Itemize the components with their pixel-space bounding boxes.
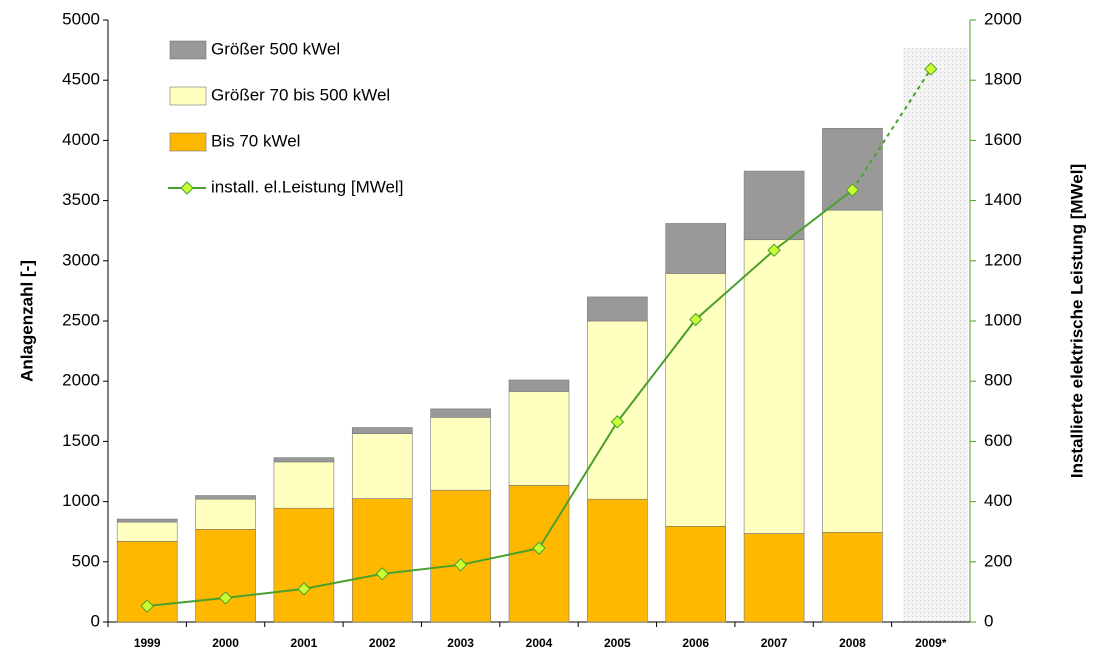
legend-swatch [169, 86, 207, 106]
bar-segment [587, 498, 648, 623]
bar-segment [430, 408, 491, 418]
y-tick-label: 3000 [62, 250, 100, 269]
bar-segment [587, 320, 648, 500]
line-marker [532, 541, 546, 555]
bar-segment [273, 507, 335, 623]
x-tick-label: 2000 [212, 636, 239, 650]
y-tick-label: 2000 [62, 371, 100, 390]
line-marker [689, 312, 703, 327]
y-tick-label: 500 [72, 551, 100, 570]
bar-segment [351, 427, 413, 434]
bar-segment [351, 433, 413, 499]
bar-segment [430, 489, 491, 623]
line-marker [140, 599, 154, 613]
bar-segment [116, 518, 178, 523]
bar-segment [822, 128, 883, 211]
x-tick-label: 2007 [761, 636, 788, 650]
y-tick-label: 1000 [62, 491, 100, 510]
bar-segment [116, 521, 178, 542]
line-projection [851, 68, 932, 191]
legend-marker [180, 181, 194, 195]
x-tick-label: 2006 [682, 636, 709, 650]
bar-segment [195, 528, 256, 623]
y-tick-label: 3500 [62, 190, 100, 209]
bar-segment [508, 391, 570, 486]
x-tick-label: 1999 [134, 636, 161, 650]
bar-segment [195, 495, 256, 500]
legend-swatch [169, 132, 207, 152]
bar-segment [508, 379, 570, 392]
projection-band [903, 48, 968, 622]
line-marker [845, 183, 860, 197]
y2-tick-label: 800 [984, 371, 1012, 390]
legend-label: Größer 70 bis 500 kWel [211, 85, 390, 104]
y-tick-label: 4000 [62, 130, 100, 149]
legend-label: Bis 70 kWel [211, 131, 300, 150]
legend-label: Größer 500 kWel [211, 39, 340, 58]
line [147, 189, 854, 608]
y2-tick-label: 1600 [984, 130, 1022, 149]
bar-segment [665, 525, 727, 623]
x-tick-label: 2002 [369, 636, 396, 650]
line-marker [297, 582, 311, 596]
y-tick-label: 2500 [62, 310, 100, 329]
bar-segment [351, 498, 413, 623]
y2-tick-label: 1000 [984, 310, 1022, 329]
y2-tick-label: 200 [984, 551, 1012, 570]
bar-segment [665, 223, 727, 274]
line-marker [375, 567, 389, 581]
y-tick-label: 5000 [62, 9, 100, 28]
bar-segment [587, 296, 648, 322]
y-tick-label: 4500 [62, 70, 100, 89]
line-marker [924, 62, 938, 76]
x-tick-label: 2008 [839, 636, 866, 650]
bar-segment [743, 533, 805, 623]
y-tick-label: 1500 [62, 431, 100, 450]
y2-axis-title: Installierte elektrische Leistung [MWel] [1067, 164, 1086, 478]
bar-segment [273, 457, 335, 463]
y2-tick-label: 1200 [984, 250, 1022, 269]
bar-segment [430, 417, 491, 491]
bar-segment [743, 170, 805, 241]
bar-segment [743, 239, 805, 534]
x-tick-label: 2004 [526, 636, 553, 650]
bar-segment [665, 273, 727, 527]
y2-tick-label: 1400 [984, 190, 1022, 209]
y2-tick-label: 0 [984, 611, 993, 630]
x-tick-label: 2005 [604, 636, 631, 650]
x-tick-label: 2003 [447, 636, 474, 650]
y-tick-label: 0 [91, 611, 100, 630]
bar-segment [822, 532, 883, 623]
y2-tick-label: 400 [984, 491, 1012, 510]
line-marker [218, 591, 233, 605]
line-marker [453, 558, 468, 572]
legend-swatch [169, 40, 207, 60]
x-tick-label: 2009* [915, 636, 947, 650]
y2-tick-label: 2000 [984, 9, 1022, 28]
legend-label: install. el.Leistung [MWel] [211, 177, 403, 196]
bar-segment [822, 209, 883, 533]
line-marker [610, 415, 625, 429]
bar-segment [195, 498, 256, 530]
x-tick-label: 2001 [291, 636, 318, 650]
bar-segment [273, 461, 335, 509]
y2-tick-label: 1800 [984, 70, 1022, 89]
y-axis-title: Anlagenzahl [-] [17, 260, 36, 382]
y2-tick-label: 600 [984, 431, 1012, 450]
line-marker [767, 243, 781, 257]
